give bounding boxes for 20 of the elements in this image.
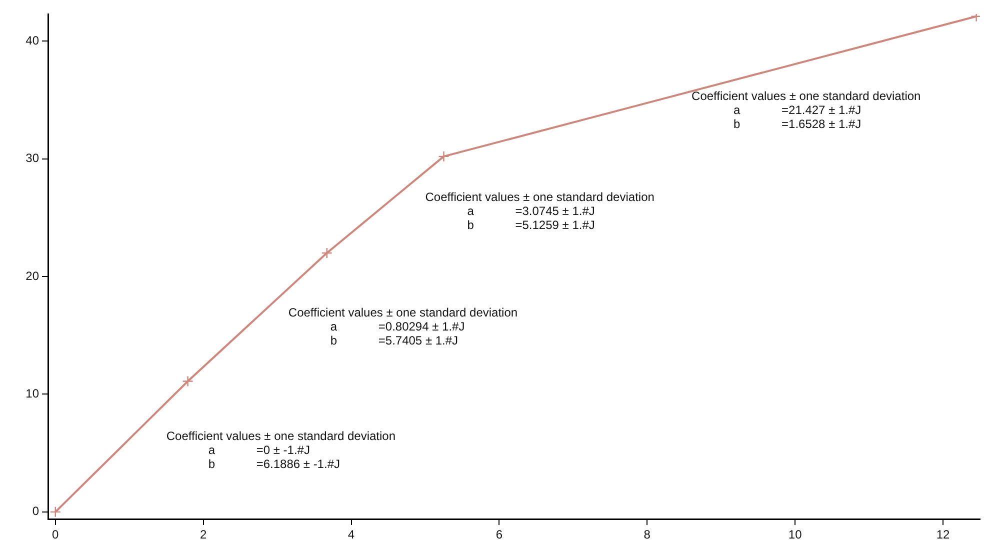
y-tick-label: 10 [26, 386, 40, 401]
point [182, 376, 194, 387]
y-tick-label: 40 [26, 33, 40, 48]
x-tick-label: 6 [496, 528, 503, 542]
x-tick-label: 4 [348, 528, 355, 542]
x-tick-label: 10 [788, 528, 802, 542]
x-tick-label: 12 [936, 528, 950, 542]
point [438, 150, 450, 162]
text: Coefficient values ± one standard deviation a =0.80294 ± 1.#J b =5.7405 ± 1.#J [288, 305, 518, 348]
text: Coefficient values ± one standard deviation a =0 ± -1.#J b =6.1886 ± -1.#J [166, 429, 396, 472]
y-tick-label: 20 [26, 268, 40, 283]
point [321, 247, 332, 259]
x-tick-label: 8 [644, 528, 651, 542]
point [50, 506, 61, 518]
text: Coefficient values ± one standard deviation a =21.427 ± 1.#J b =1.6528 ± 1.#J [692, 88, 921, 131]
y-tick-label: 30 [26, 151, 40, 166]
y-tick-label: 0 [32, 504, 40, 518]
x-tick-label: 2 [200, 528, 207, 542]
text: Coefficient values ± one standard deviation a =3.0745 ± 1.#J b =5.1259 ± 1.#J [425, 190, 654, 232]
x-tick-label: 0 [52, 528, 60, 542]
